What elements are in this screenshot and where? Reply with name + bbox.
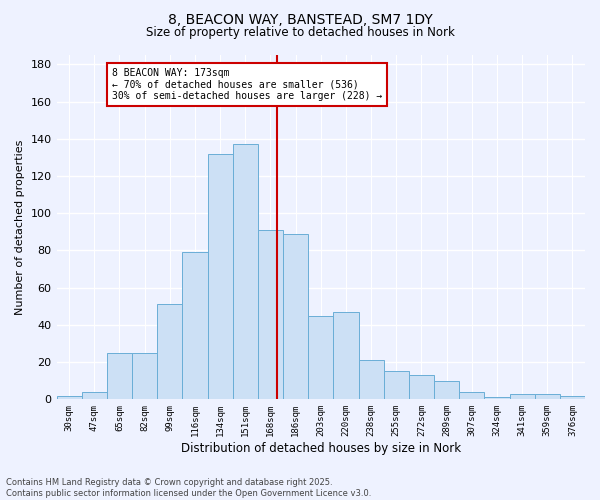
- Text: Contains HM Land Registry data © Crown copyright and database right 2025.
Contai: Contains HM Land Registry data © Crown c…: [6, 478, 371, 498]
- Bar: [82, 392, 107, 400]
- Bar: [383, 372, 409, 400]
- Bar: [409, 375, 434, 400]
- Bar: [208, 154, 233, 400]
- Bar: [107, 353, 132, 400]
- Text: Size of property relative to detached houses in Nork: Size of property relative to detached ho…: [146, 26, 454, 39]
- Bar: [157, 304, 182, 400]
- Y-axis label: Number of detached properties: Number of detached properties: [15, 140, 25, 315]
- Bar: [334, 312, 359, 400]
- Bar: [359, 360, 383, 400]
- Bar: [535, 394, 560, 400]
- Bar: [258, 230, 283, 400]
- Text: 8 BEACON WAY: 173sqm
← 70% of detached houses are smaller (536)
30% of semi-deta: 8 BEACON WAY: 173sqm ← 70% of detached h…: [112, 68, 382, 101]
- Text: 8, BEACON WAY, BANSTEAD, SM7 1DY: 8, BEACON WAY, BANSTEAD, SM7 1DY: [167, 12, 433, 26]
- Bar: [560, 396, 585, 400]
- Bar: [509, 394, 535, 400]
- Bar: [283, 234, 308, 400]
- Bar: [434, 380, 459, 400]
- Bar: [459, 392, 484, 400]
- Bar: [132, 353, 157, 400]
- Bar: [182, 252, 208, 400]
- X-axis label: Distribution of detached houses by size in Nork: Distribution of detached houses by size …: [181, 442, 461, 455]
- Bar: [233, 144, 258, 400]
- Bar: [56, 396, 82, 400]
- Bar: [308, 316, 334, 400]
- Bar: [484, 398, 509, 400]
